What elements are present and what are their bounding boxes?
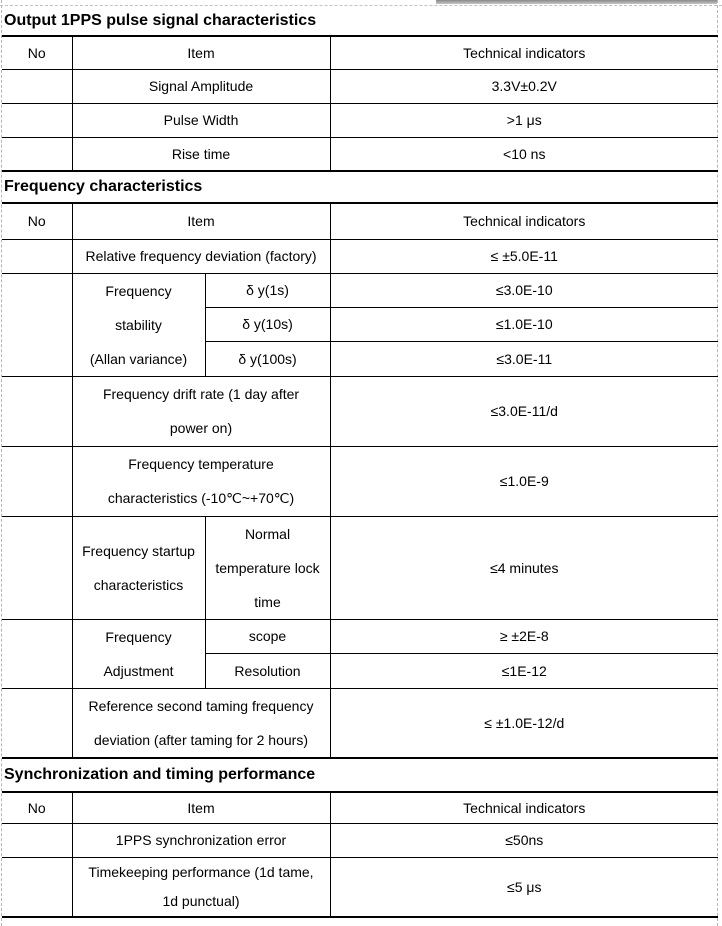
table-header-row: No Item Technical indicators bbox=[2, 35, 719, 70]
table-frequency-characteristics: No Item Technical indicators Relative fr… bbox=[2, 202, 719, 759]
item-cell: Pulse Width bbox=[71, 102, 331, 138]
col-header-item: Item bbox=[71, 202, 331, 240]
subitem-cell: δ y(100s) bbox=[205, 341, 331, 377]
table-row: Signal Amplitude 3.3V±0.2V bbox=[2, 68, 719, 104]
no-cell bbox=[2, 515, 73, 620]
col-header-no: No bbox=[2, 791, 73, 824]
table-row-sync-error: 1PPS synchronization error ≤50ns bbox=[2, 822, 719, 858]
table-row-relative-deviation: Relative frequency deviation (factory) ≤… bbox=[2, 238, 719, 274]
table-synchronization-performance: No Item Technical indicators 1PPS synchr… bbox=[2, 791, 719, 918]
no-cell bbox=[2, 272, 73, 377]
item-cell: 1PPS synchronization error bbox=[71, 822, 331, 858]
item-cell: Reference second taming frequency deviat… bbox=[71, 687, 331, 759]
table-row-timekeeping: Timekeeping performance (1d tame, 1d pun… bbox=[2, 856, 719, 917]
item-cell: Relative frequency deviation (factory) bbox=[71, 238, 331, 274]
no-cell bbox=[2, 375, 73, 447]
value-cell: 3.3V±0.2V bbox=[329, 68, 719, 104]
value-cell: ≤4 minutes bbox=[329, 515, 719, 620]
table-row-stability-100s: δ y(100s) ≤3.0E-11 bbox=[2, 341, 719, 377]
table-row: Rise time <10 ns bbox=[2, 136, 719, 172]
no-cell bbox=[2, 238, 73, 274]
value-cell: ≤ ±1.0E-12/d bbox=[329, 687, 719, 759]
item-cell: Signal Amplitude bbox=[71, 68, 331, 104]
value-cell: ≤1.0E-9 bbox=[329, 445, 719, 517]
value-cell: ≤50ns bbox=[329, 822, 719, 858]
section-title-synchronization: Synchronization and timing performance bbox=[4, 766, 316, 783]
value-cell: ≤3.0E-10 bbox=[329, 272, 719, 308]
value-cell: ≤3.0E-11 bbox=[329, 341, 719, 377]
value-cell: ≤ ±5.0E-11 bbox=[329, 238, 719, 274]
item-cell: Frequency drift rate (1 day after power … bbox=[71, 375, 331, 447]
col-header-no: No bbox=[2, 202, 73, 240]
section-title-frequency: Frequency characteristics bbox=[4, 178, 203, 195]
table-1pps-characteristics: No Item Technical indicators Signal Ampl… bbox=[2, 35, 719, 172]
no-cell bbox=[2, 822, 73, 858]
item-cell: Frequency temperature characteristics (-… bbox=[71, 445, 331, 517]
value-cell: <10 ns bbox=[329, 136, 719, 172]
page-boundary-top bbox=[0, 5, 722, 6]
subitem-cell: δ y(1s) bbox=[204, 272, 331, 308]
table-header-row: No Item Technical indicators bbox=[2, 791, 719, 824]
table-row-stability-10s: δ y(10s) ≤1.0E-10 bbox=[2, 306, 719, 343]
subitem-cell: Resolution bbox=[205, 653, 331, 689]
table-row-stability-1s: Frequency stability (Allan variance) δ y… bbox=[2, 272, 719, 377]
page-boundary-left bbox=[1, 0, 2, 926]
value-cell: ≤1E-12 bbox=[329, 653, 719, 689]
col-header-indicators: Technical indicators bbox=[329, 35, 719, 70]
item-cell: Timekeeping performance (1d tame, 1d pun… bbox=[71, 856, 331, 917]
table-row: Pulse Width >1 μs bbox=[2, 102, 719, 138]
no-cell bbox=[2, 687, 73, 759]
group-cell-frequency-startup: Frequency startup characteristics bbox=[71, 515, 206, 620]
no-cell bbox=[2, 618, 73, 689]
subitem-cell: δ y(10s) bbox=[205, 306, 331, 343]
window-edge-strip bbox=[436, 0, 717, 4]
col-header-indicators: Technical indicators bbox=[329, 202, 719, 240]
no-cell bbox=[2, 68, 73, 104]
col-header-item: Item bbox=[71, 35, 331, 70]
group-cell-frequency-stability: Frequency stability (Allan variance) bbox=[71, 272, 206, 377]
no-cell bbox=[2, 102, 73, 138]
value-cell: ≥ ±2E-8 bbox=[329, 618, 719, 654]
spec-document: Output 1PPS pulse signal characteristics… bbox=[2, 6, 719, 918]
value-cell: >1 μs bbox=[329, 102, 719, 138]
table-row-taming: Reference second taming frequency deviat… bbox=[2, 687, 719, 759]
table-row-startup: Frequency startup characteristics Normal… bbox=[2, 515, 719, 620]
value-cell: ≤1.0E-10 bbox=[329, 306, 719, 343]
value-cell: ≤5 μs bbox=[329, 856, 719, 917]
table-header-row: No Item Technical indicators bbox=[2, 202, 719, 240]
section-title-1pps: Output 1PPS pulse signal characteristics bbox=[4, 11, 317, 29]
table-row-temperature: Frequency temperature characteristics (-… bbox=[2, 445, 719, 517]
subitem-cell: Normal temperature lock time bbox=[204, 515, 331, 620]
table-row-drift-rate: Frequency drift rate (1 day after power … bbox=[2, 375, 719, 447]
col-header-item: Item bbox=[71, 791, 331, 824]
group-cell-frequency-adjustment: Frequency Adjustment bbox=[71, 618, 206, 689]
subitem-cell: scope bbox=[204, 618, 331, 654]
no-cell bbox=[2, 445, 73, 517]
col-header-no: No bbox=[2, 35, 73, 70]
no-cell bbox=[2, 136, 73, 172]
col-header-indicators: Technical indicators bbox=[329, 791, 719, 824]
table-row-adjustment-scope: Frequency Adjustment scope ≥ ±2E-8 bbox=[2, 618, 719, 689]
item-cell: Rise time bbox=[71, 136, 331, 172]
value-cell: ≤3.0E-11/d bbox=[329, 375, 719, 447]
no-cell bbox=[2, 856, 73, 917]
